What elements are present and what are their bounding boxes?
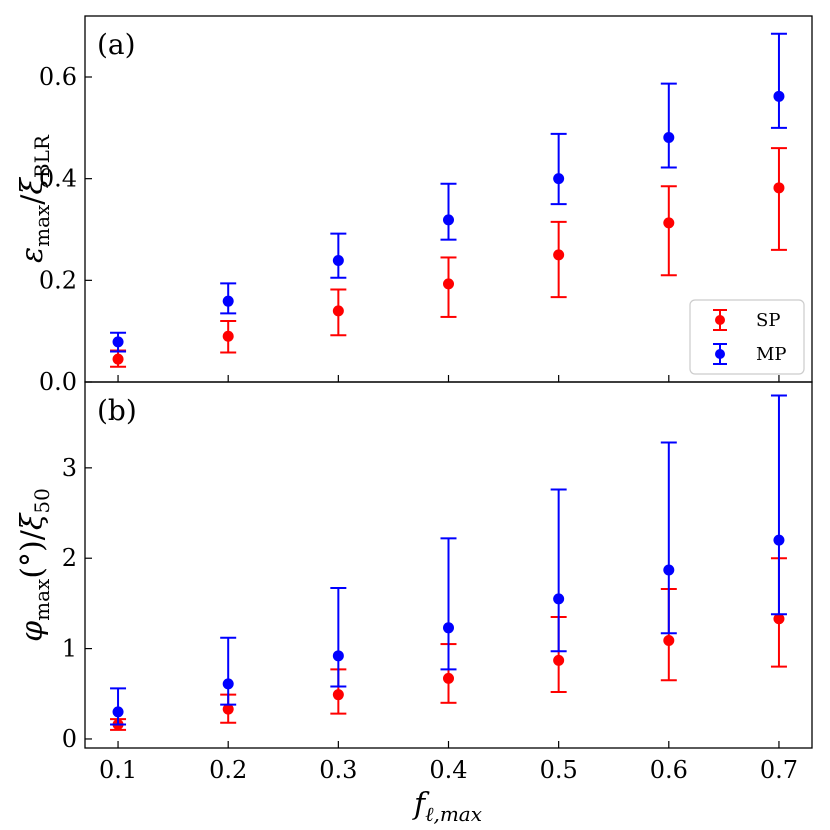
data-point [663,217,675,229]
data-point [332,255,344,267]
data-point [443,622,454,634]
legend-label: SP [756,310,780,331]
data-point [443,214,454,226]
x-tick-label: 0.6 [650,756,688,784]
x-axis-label: fℓ,max [412,787,482,826]
data-point [663,634,675,646]
y-tick-label: 0 [62,725,77,753]
data-point [222,678,234,690]
panel-label: (a) [97,28,136,61]
data-point [553,249,565,261]
legend: SP MP [689,299,805,375]
data-point [332,305,344,317]
legend-box [689,299,805,375]
data-point [222,330,234,342]
data-point [773,182,785,194]
y-tick-label: 0.2 [39,266,77,294]
y-axis-label-a: εmax/ξBLR [15,134,54,263]
series-sp [110,147,787,368]
y-tick-label: 0.4 [39,165,77,193]
panel-a: 0.0 0.2 0.4 0.6 (a) [39,15,813,396]
x-tick-label: 0.2 [209,756,247,784]
panel-b: 0 1 2 3 0.1 0.2 0.3 0.4 0.5 0.6 0.7 (b) [62,381,813,784]
y-tick-label: 0.0 [39,368,77,396]
x-tick-label: 0.5 [540,756,578,784]
data-point [663,564,675,576]
x-tick-label: 0.1 [99,756,137,784]
y-tick-label: 0.6 [39,63,77,91]
data-point [222,295,234,307]
legend-label: MP [756,344,787,365]
y-tick-label: 2 [62,544,77,572]
data-point [332,650,344,662]
x-tick-label: 0.4 [429,756,467,784]
x-tick-label: 0.7 [760,756,798,784]
data-point [112,706,124,718]
data-point [773,90,785,102]
data-point [112,336,124,348]
data-point [553,654,565,666]
series-mp [110,32,787,353]
series-mp [110,394,787,726]
legend-entry-sp: SP [713,309,780,331]
data-point [443,278,454,290]
axis-labels: εmax/ξBLR φmax(°)/ξ50 fℓ,max [15,134,482,826]
data-point [222,703,234,715]
data-point [332,689,344,701]
legend-marker-dot [715,349,725,359]
data-point [663,131,675,143]
data-point [553,173,565,185]
legend-marker-dot [715,315,725,325]
data-point [112,353,124,365]
data-point [553,593,565,605]
legend-entry-mp: MP [713,343,787,365]
x-tick-label: 0.3 [319,756,357,784]
y-tick-label: 1 [62,635,77,663]
panel-label: (b) [97,394,137,427]
y-tick-label: 3 [62,454,77,482]
data-point [443,672,454,684]
data-point [773,534,785,546]
data-point [773,613,785,625]
y-axis-label-b: φmax(°)/ξ50 [15,488,54,642]
